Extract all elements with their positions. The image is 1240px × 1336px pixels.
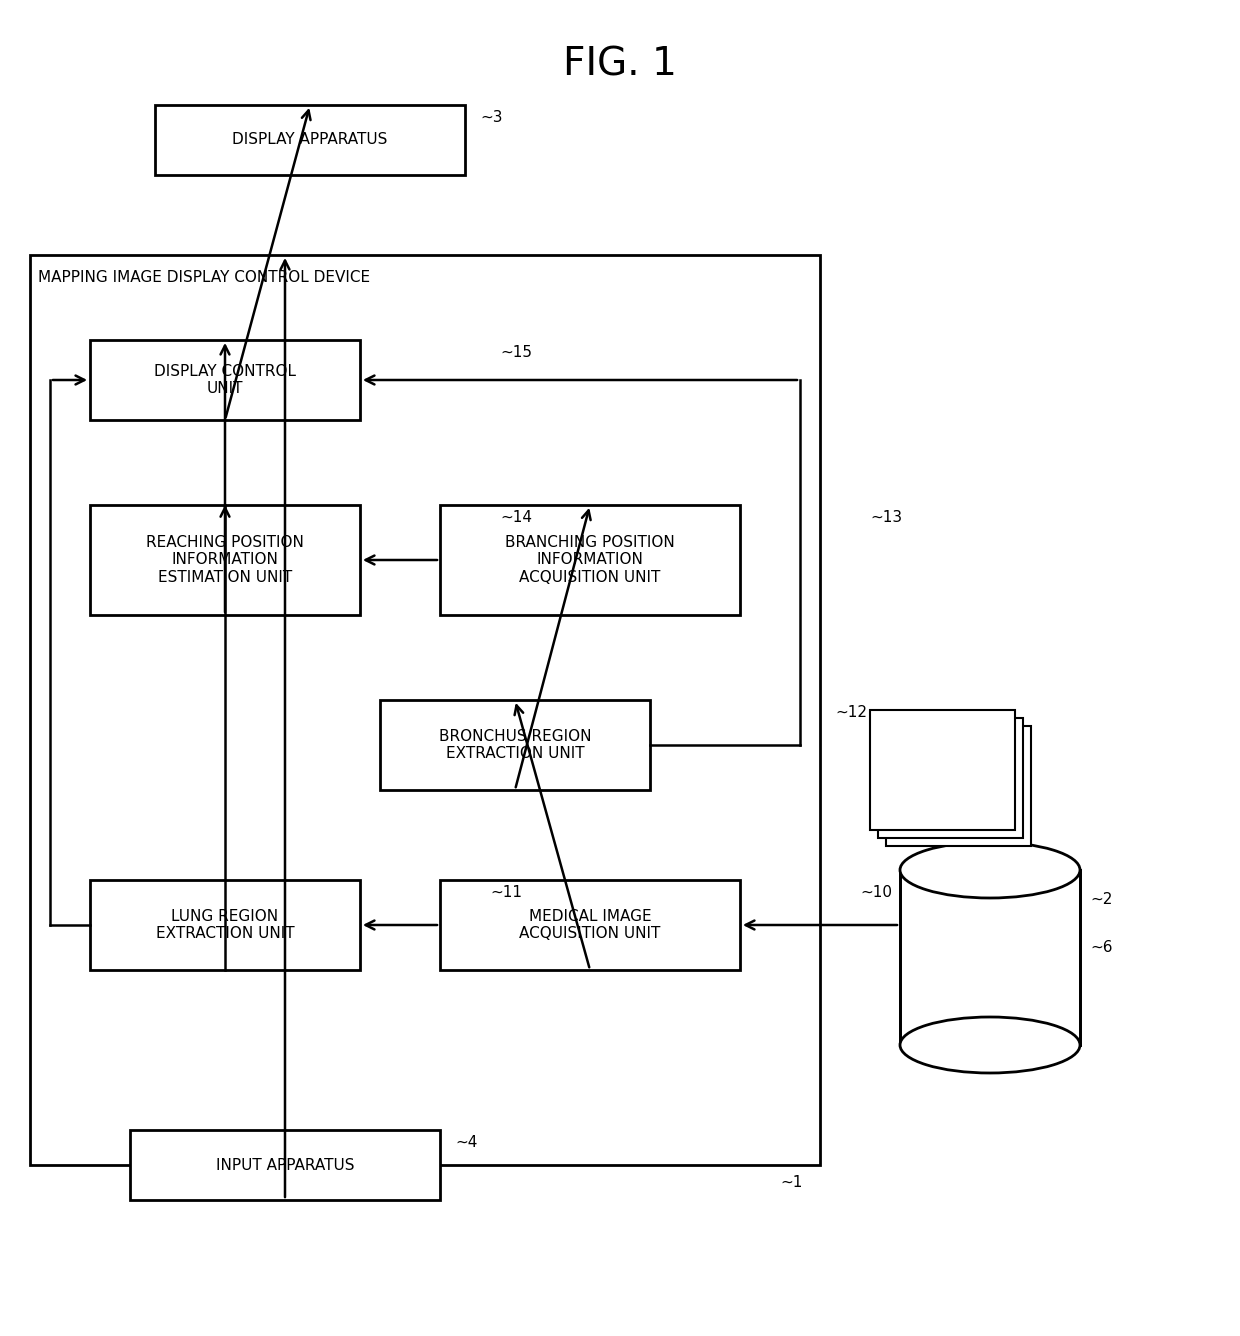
Text: ~12: ~12 (835, 705, 867, 720)
Text: BRANCHING POSITION
INFORMATION
ACQUISITION UNIT: BRANCHING POSITION INFORMATION ACQUISITI… (505, 536, 675, 585)
Bar (91, 505, 360, 615)
Bar (900, 870, 1080, 1045)
Text: ~3: ~3 (480, 110, 502, 126)
Text: ~15: ~15 (500, 345, 532, 359)
Text: INPUT APPARATUS: INPUT APPARATUS (216, 1157, 355, 1173)
Ellipse shape (900, 1017, 1080, 1073)
Bar (440, 880, 740, 970)
Text: LUNG REGION
EXTRACTION UNIT: LUNG REGION EXTRACTION UNIT (156, 908, 294, 941)
Text: ~11: ~11 (490, 884, 522, 900)
Text: DISPLAY APPARATUS: DISPLAY APPARATUS (232, 132, 388, 147)
Text: REACHING POSITION
INFORMATION
ESTIMATION UNIT: REACHING POSITION INFORMATION ESTIMATION… (146, 536, 304, 585)
Text: ~1: ~1 (780, 1174, 802, 1190)
Text: ~14: ~14 (500, 510, 532, 525)
Bar (91, 880, 360, 970)
Bar (379, 700, 650, 790)
Bar (30, 255, 820, 1165)
Text: ~2: ~2 (1090, 892, 1112, 907)
Bar (878, 717, 1023, 838)
Bar (440, 505, 740, 615)
Text: ~4: ~4 (455, 1136, 477, 1150)
Bar (155, 106, 465, 175)
Bar (91, 339, 360, 420)
Text: FIG. 1: FIG. 1 (563, 45, 677, 84)
Text: DISPLAY CONTROL
UNIT: DISPLAY CONTROL UNIT (154, 363, 296, 397)
Bar (870, 709, 1016, 830)
Text: MEDICAL IMAGE
ACQUISITION UNIT: MEDICAL IMAGE ACQUISITION UNIT (520, 908, 661, 941)
Ellipse shape (900, 842, 1080, 898)
Text: ~10: ~10 (861, 884, 892, 900)
Text: ~13: ~13 (870, 510, 903, 525)
Text: MAPPING IMAGE DISPLAY CONTROL DEVICE: MAPPING IMAGE DISPLAY CONTROL DEVICE (38, 270, 370, 285)
Bar (887, 725, 1030, 846)
Text: BRONCHUS REGION
EXTRACTION UNIT: BRONCHUS REGION EXTRACTION UNIT (439, 729, 591, 762)
Text: ~6: ~6 (1090, 939, 1112, 954)
Bar (130, 1130, 440, 1200)
